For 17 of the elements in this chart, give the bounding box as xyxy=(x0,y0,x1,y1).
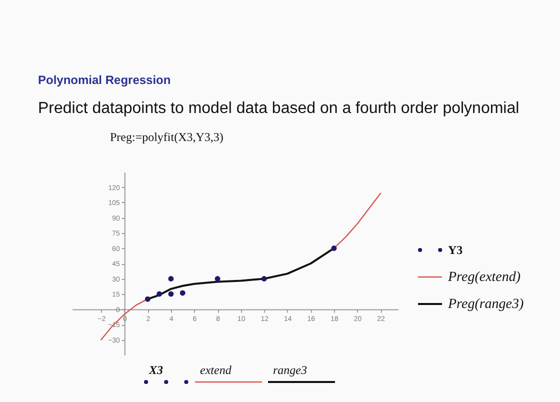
legend-label: Preg(range3) xyxy=(447,297,524,312)
point xyxy=(331,246,337,251)
chart-title: Polynomial Regression xyxy=(38,73,171,87)
point xyxy=(180,290,186,296)
text: X3 xyxy=(148,363,164,377)
point xyxy=(168,276,174,282)
legend-label: Preg(extend) xyxy=(447,270,521,285)
point xyxy=(261,276,267,282)
point xyxy=(144,296,150,302)
text: Preg:=polyfit(X3,Y3,3) xyxy=(110,130,224,144)
point xyxy=(168,291,174,297)
text: range3 xyxy=(273,363,307,377)
point xyxy=(214,276,220,282)
chart-subtitle: Predict datapoints to model data based on a fourth order polynomial xyxy=(38,100,520,117)
legend-label: Y3 xyxy=(448,243,463,257)
text: extend xyxy=(200,363,232,377)
point xyxy=(156,291,162,297)
